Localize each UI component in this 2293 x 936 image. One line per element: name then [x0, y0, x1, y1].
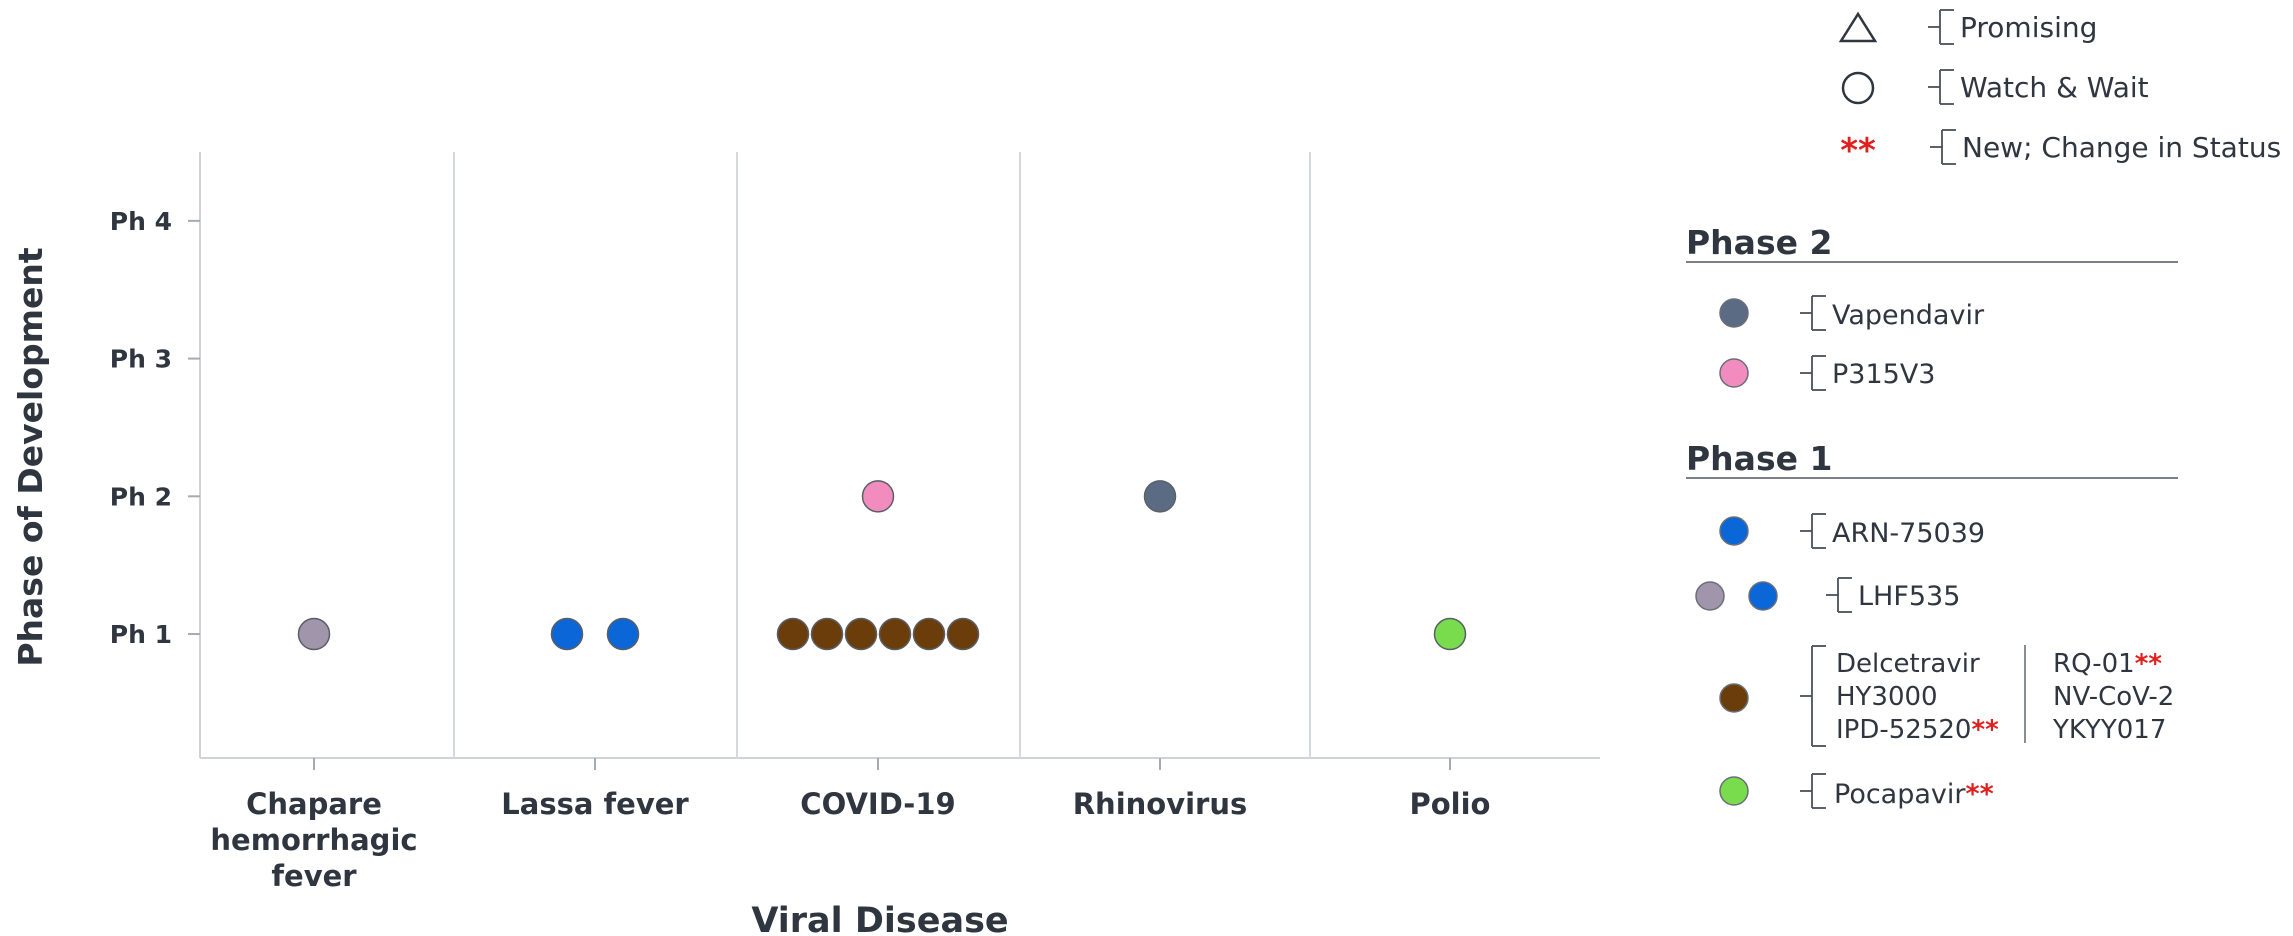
legend-shape-key: ** Promising Watch & Wait New; Change in… [1838, 9, 2281, 171]
x-axis-ticks: Chapare hemorrhagic fever Lassa fever COVID-… [210, 758, 1490, 893]
legend-swatch-vapendavir [1719, 298, 1749, 328]
legend-bracket [1800, 295, 1826, 331]
y-tick-label: Ph 3 [110, 345, 172, 374]
legend-bracket [1930, 129, 1956, 165]
triangle-icon [1838, 11, 1878, 43]
x-tick-label: COVID-19 [800, 787, 955, 821]
legend-label-promising: Promising [1960, 11, 2097, 44]
data-point [297, 617, 331, 651]
data-point [912, 617, 946, 651]
data-point [810, 617, 844, 651]
x-tick-label: Polio [1410, 787, 1491, 821]
x-axis-title: Viral Disease [751, 901, 1008, 936]
legend-bracket [1800, 773, 1826, 809]
legend-phase2: Phase 2 Vapendavir P315V3 [1686, 223, 2178, 390]
circle-icon [1841, 71, 1875, 105]
legend-swatch-lhf535-gray [1695, 581, 1725, 611]
legend-label-watch-wait: Watch & Wait [1960, 71, 2149, 104]
legend-phase1: Phase 1 ARN-75039 LHF535 DelcetravirHY30… [1686, 295, 2178, 810]
data-point [606, 617, 640, 651]
data-point [844, 617, 878, 651]
legend-label-p315v3: P315V3 [1832, 359, 1935, 390]
plot-area: Ph 1 Ph 2 Ph 3 Ph 4 Chapare hemorrhagic fever… [110, 152, 1600, 893]
legend-covid-drug-name: NV-CoV-2 [2053, 682, 2174, 712]
data-point [946, 617, 980, 651]
legend-label-arn-75039: ARN-75039 [1832, 518, 1985, 549]
legend-bracket [1800, 355, 1826, 391]
legend-swatch-p315v3 [1719, 358, 1749, 388]
legend-covid-drug-name: Delcetravir [1836, 649, 1980, 679]
category-separators [453, 152, 1311, 758]
legend-swatch-arn-75039 [1719, 516, 1749, 546]
legend-swatch-covid-drugs [1719, 683, 1749, 713]
legend-covid-drug-name: IPD-52520** [1836, 715, 1999, 745]
legend-label-vapendavir: Vapendavir [1832, 300, 1985, 331]
data-point [550, 617, 584, 651]
data-point [1433, 617, 1467, 651]
legend-phase2-title: Phase 2 [1686, 223, 1832, 262]
legend-swatch-lhf535-blue [1748, 581, 1778, 611]
x-tick-label: Lassa fever [501, 787, 689, 821]
x-tick-label: Chapare hemorrhagic fever [210, 787, 417, 893]
legend-label-lhf535: LHF535 [1858, 581, 1960, 612]
legend-phase1-title: Phase 1 [1686, 439, 1832, 478]
legend-bracket [1826, 577, 1852, 613]
legend-covid-drug-name: HY3000 [1836, 682, 1938, 712]
legend-covid-drug-name: YKYY017 [2052, 715, 2166, 745]
legend-label-pocapavir: Pocapavir** [1834, 779, 1994, 810]
y-axis-title: Phase of Development [11, 247, 50, 667]
y-tick-label: Ph 4 [110, 207, 172, 236]
legend-label-pocapavir-group: Pocapavir** [1834, 779, 1994, 810]
asterisk-icon: ** [1840, 131, 1876, 171]
x-tick-label: Rhinovirus [1073, 787, 1248, 821]
legend-swatch-pocapavir [1719, 776, 1749, 806]
legend-bracket [1928, 9, 1954, 45]
data-point [861, 480, 895, 513]
data-point [878, 617, 912, 651]
data-points [297, 480, 1467, 651]
data-point [1143, 480, 1177, 513]
legend-covid-drug-name: RQ-01** [2053, 649, 2162, 679]
y-tick-label: Ph 1 [110, 620, 172, 649]
y-axis-ticks: Ph 1 Ph 2 Ph 3 Ph 4 [110, 207, 200, 649]
legend-bracket [1800, 513, 1826, 549]
legend-bracket [1800, 645, 1826, 747]
y-tick-label: Ph 2 [110, 482, 172, 511]
legend-label-new-status: New; Change in Status [1962, 131, 2281, 164]
data-point [776, 617, 810, 651]
legend-bracket [1928, 69, 1954, 105]
